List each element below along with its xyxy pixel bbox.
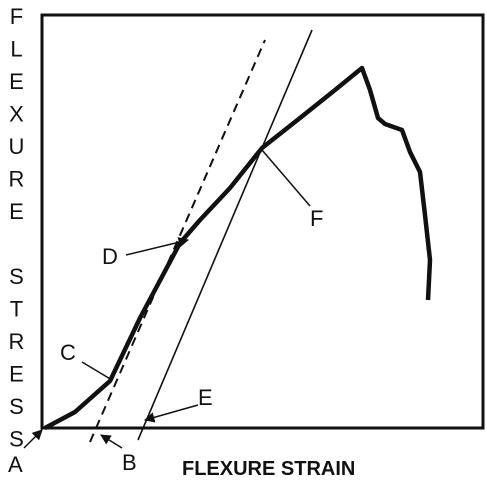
arrow-f	[261, 149, 311, 207]
arrow-c	[81, 361, 113, 381]
arrow-a	[23, 429, 43, 449]
tangent-line	[89, 39, 266, 443]
arrow-d	[125, 237, 190, 256]
offset-line	[137, 29, 313, 441]
arrow-b	[100, 434, 123, 449]
frame	[40, 13, 485, 430]
label-f: F	[310, 206, 323, 231]
label-b: B	[122, 450, 137, 475]
arrow-e	[143, 404, 199, 423]
label-d: D	[102, 244, 118, 269]
stress-strain-curve	[43, 65, 433, 430]
label-c: C	[60, 340, 76, 365]
label-a: A	[8, 452, 23, 477]
y-axis-label: FLEXURE STRESS	[4, 4, 29, 459]
label-e: E	[198, 385, 213, 410]
x-axis-label: FLEXURE STRAIN	[182, 458, 355, 480]
